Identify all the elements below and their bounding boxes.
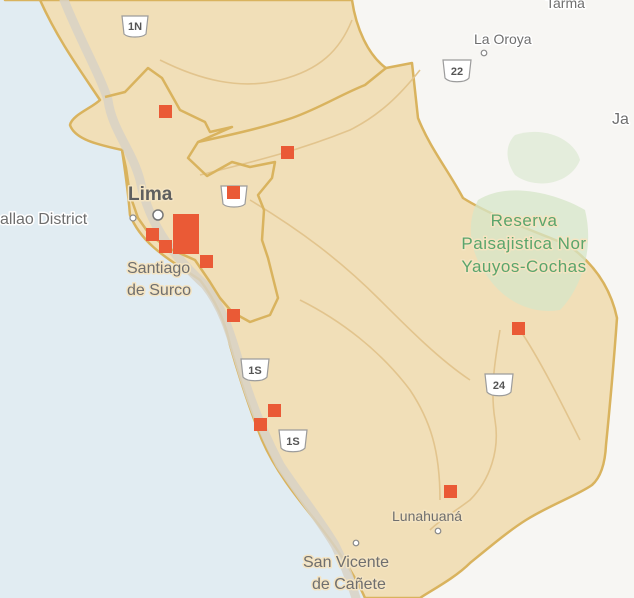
label-tarma: Tarma: [546, 0, 585, 11]
lunahuana-dot: [434, 527, 442, 535]
marker-6[interactable]: [159, 240, 172, 253]
marker-1[interactable]: [159, 105, 172, 118]
route-shield-1n-label: 1N: [128, 21, 142, 33]
marker-3[interactable]: [227, 186, 240, 199]
san-vicente-dot: [352, 539, 360, 547]
marker-2[interactable]: [281, 146, 294, 159]
label-ja: Ja: [612, 111, 629, 128]
label-la-oroya: La Oroya: [474, 31, 532, 47]
label-santiago-line2: de Surco: [127, 282, 191, 299]
route-shield-1n: 1N: [121, 15, 149, 38]
route-shield-22: 22: [442, 59, 472, 83]
callao-dot: [129, 214, 137, 222]
label-reserve-line3: Yauyos-Cochas: [461, 257, 586, 276]
marker-12[interactable]: [512, 322, 525, 335]
marker-13[interactable]: [444, 485, 457, 498]
marker-11[interactable]: [254, 418, 267, 431]
route-shield-22-label: 22: [451, 66, 463, 78]
label-santiago-line1: Santiago: [127, 260, 190, 277]
marker-7[interactable]: [173, 240, 199, 254]
label-callao-district: allao District: [0, 211, 88, 228]
route-shield-24-label: 24: [493, 380, 506, 392]
roads: [159, 19, 581, 531]
marker-4[interactable]: [173, 214, 199, 242]
route-shield-1s-south-label: 1S: [286, 436, 299, 448]
marker-8[interactable]: [200, 255, 213, 268]
label-lunahuana: Lunahuaná: [392, 508, 462, 524]
coastal-highway-band: [59, 0, 361, 598]
markers-layer: [146, 105, 525, 498]
pacific-ocean: [0, 0, 365, 598]
la-oroya-dot: [480, 49, 488, 57]
district-borders: [104, 66, 387, 324]
marker-5[interactable]: [146, 228, 159, 241]
route-shield-1s-south: 1S: [278, 429, 308, 453]
marker-10[interactable]: [268, 404, 281, 417]
reserve-area-north: [507, 131, 580, 184]
route-shield-1s-north: 1S: [240, 358, 270, 382]
route-shield-1s-north-label: 1S: [248, 365, 261, 377]
reserve-area: [470, 190, 589, 311]
label-san-vicente-line2: de Cañete: [312, 576, 386, 593]
label-lima: Lima: [128, 184, 173, 205]
route-shield-24: 24: [484, 373, 514, 397]
lima-city-dot: [152, 209, 164, 221]
label-san-vicente-line1: San Vicente: [303, 554, 389, 571]
marker-9[interactable]: [227, 309, 240, 322]
label-reserve-line1: Reserva: [491, 211, 558, 230]
label-reserve-line2: Paisajistica Nor: [461, 234, 586, 253]
